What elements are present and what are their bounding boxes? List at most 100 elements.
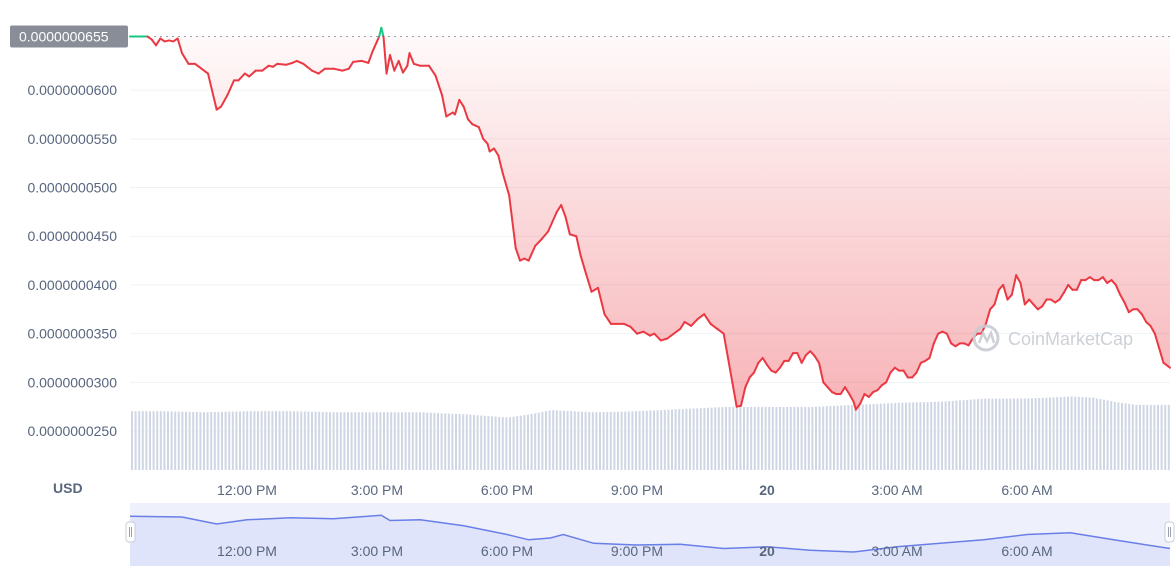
price-line-segment <box>458 98 465 108</box>
volume-bar <box>491 416 493 470</box>
navigator-right-handle[interactable] <box>1164 521 1175 543</box>
price-line-segment <box>623 322 632 328</box>
volume-bar <box>483 415 486 470</box>
volume-bar <box>728 407 731 470</box>
volume-bar <box>350 412 353 470</box>
price-line-segment <box>482 137 489 145</box>
price-line-segment <box>703 313 712 325</box>
price-line-segment <box>207 72 218 111</box>
volume-bar <box>476 415 479 470</box>
volume-bar <box>213 412 216 470</box>
volume-bar <box>987 398 990 470</box>
y-tick-label: 0.0000000500 <box>27 180 117 196</box>
volume-bar <box>573 411 576 470</box>
volume-bar <box>833 405 835 470</box>
volume-bar <box>149 411 151 470</box>
volume-bar <box>444 413 447 470</box>
volume-bar <box>303 411 306 470</box>
volume-bar <box>944 401 947 470</box>
price-line-segment <box>744 376 751 389</box>
volume-bar <box>1167 404 1170 470</box>
volume-bar <box>897 402 900 470</box>
volume-bar <box>674 409 677 470</box>
price-line-segment <box>672 327 682 335</box>
volume-bar <box>577 411 580 470</box>
navigator-right-handle-grip[interactable] <box>1164 521 1175 543</box>
price-line-segment <box>285 61 294 66</box>
price-line-segment <box>1019 281 1026 306</box>
volume-bar <box>865 404 868 470</box>
volume-bar <box>141 411 144 470</box>
price-line-segment <box>852 400 857 411</box>
volume-bar <box>638 411 641 470</box>
price-line-segment <box>579 254 586 272</box>
volume-bar <box>545 411 547 470</box>
price-line-segment <box>696 313 706 321</box>
volume-bar <box>581 411 583 470</box>
range-navigator[interactable]: 12:00 PM 3:00 PM 6:00 PM 9:00 PM 20 3:00 AM 6:… <box>125 503 1175 566</box>
volume-bar <box>397 412 400 470</box>
volume-bar <box>159 411 162 470</box>
volume-bar <box>941 401 943 470</box>
volume-bar <box>1023 398 1026 470</box>
volume-bar <box>228 411 231 470</box>
volume-bar <box>354 412 357 470</box>
volume-bar <box>843 405 846 470</box>
volume-bar <box>300 411 303 470</box>
volume-bar <box>1121 402 1123 470</box>
volume-bar <box>937 401 940 470</box>
price-line-segment <box>302 62 313 72</box>
volume-bar <box>631 411 634 470</box>
volume-bar <box>1142 404 1145 470</box>
volume-bar <box>296 411 299 470</box>
volume-bar <box>329 412 331 470</box>
price-line-segment <box>659 337 669 342</box>
volume-bar <box>192 411 195 470</box>
volume-bar <box>595 412 598 470</box>
volume-bar <box>1088 397 1091 470</box>
volume-bar <box>134 411 137 470</box>
price-line-segment <box>568 233 578 238</box>
volume-bar <box>1034 398 1037 470</box>
volume-bar <box>969 399 972 470</box>
x-tick-label: 12:00 PM <box>217 482 277 498</box>
volume-bar <box>714 407 717 470</box>
volume-bar <box>451 413 454 470</box>
volume-bar <box>131 411 133 470</box>
price-line-segment <box>1075 279 1083 291</box>
volume-bar <box>1077 396 1080 470</box>
volume-bar <box>465 414 468 470</box>
navigator-left-handle[interactable] <box>125 521 136 543</box>
price-line-segment <box>796 352 803 364</box>
volume-bar <box>609 411 612 470</box>
volume-bar <box>750 407 753 470</box>
price-line-segment <box>412 62 422 67</box>
navigator-tick-label: 9:00 PM <box>611 543 663 559</box>
volume-bar <box>829 406 832 470</box>
price-line-segment <box>584 269 593 293</box>
navigator-left-handle-grip[interactable] <box>125 521 136 543</box>
price-line-segment <box>371 40 378 53</box>
price-line-segment <box>928 342 935 359</box>
price-line-segment <box>295 59 305 65</box>
volume-bar <box>779 407 781 470</box>
volume-bar <box>501 417 504 470</box>
price-line-segment <box>508 194 517 249</box>
volume-bar <box>541 411 544 470</box>
volume-bar <box>876 403 879 470</box>
volume-bar <box>663 409 666 470</box>
volume-bar <box>246 411 249 470</box>
volume-bar <box>707 407 709 470</box>
volume-bar <box>343 412 346 470</box>
price-line-segment <box>555 204 563 213</box>
price-line-segment <box>722 332 729 359</box>
price-line-segment <box>1158 347 1165 364</box>
price-line-segment <box>716 327 725 335</box>
volume-bar <box>1146 404 1149 470</box>
volume-bar <box>257 411 259 470</box>
volume-bar <box>1092 397 1095 470</box>
volume-bar <box>307 411 310 470</box>
volume-bar <box>789 407 792 470</box>
volume-bar <box>912 402 915 470</box>
volume-bar <box>174 411 177 470</box>
